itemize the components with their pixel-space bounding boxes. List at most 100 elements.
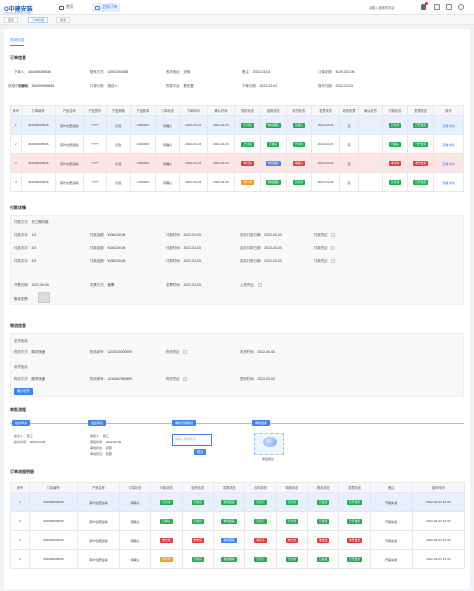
status-badge[interactable]: 物流跟踪 xyxy=(221,518,237,524)
logistics-voucher-checkbox[interactable] xyxy=(182,377,187,382)
table-cell xyxy=(358,134,383,154)
table-cell: 待付款 xyxy=(234,172,261,192)
view-detail-link[interactable]: 查看详情 xyxy=(442,180,455,185)
status-badge[interactable]: 已收货 xyxy=(191,499,204,505)
flow-table-row[interactable]: 3 364006065836 茶叶化肥运输 待确认 未付款 未收货 物流跟踪 未签订 未付款 未发… xyxy=(10,530,465,550)
bell-icon[interactable] xyxy=(421,2,428,10)
pay-voucher[interactable]: 付款凭证 xyxy=(314,258,335,264)
voucher-checkbox[interactable] xyxy=(330,233,335,238)
voucher-checkbox[interactable] xyxy=(330,259,335,264)
status-badge[interactable]: 未开发票 xyxy=(413,160,429,166)
submit-approval-button[interactable]: 提交 xyxy=(194,449,207,455)
status-badge[interactable]: 已付款 xyxy=(292,179,306,185)
status-badge[interactable]: 已确认 xyxy=(267,141,280,147)
confirm-receipt-button[interactable]: 确认收货 xyxy=(14,388,33,395)
status-badge[interactable]: 已开发票 xyxy=(346,518,363,524)
status-badge[interactable]: 已签订 xyxy=(254,518,267,524)
table-row[interactable]: 2 364006065836 茶叶化肥运输???? 红色 1000000 待确认 2022-… xyxy=(10,134,465,154)
status-badge[interactable]: 未付款 xyxy=(285,537,299,543)
status-badge[interactable]: 未付款 xyxy=(241,160,254,166)
status-badge[interactable]: 已开发票 xyxy=(346,556,363,562)
pay-amount: 付款金额: ¥156230.06 xyxy=(90,258,125,263)
order-field-3: 备注: 2022-03-03 xyxy=(242,69,270,74)
status-badge[interactable]: 已付款 xyxy=(388,122,402,128)
pay-installment: 付款次次: 2/3 xyxy=(14,245,36,250)
status-badge[interactable]: 物流跟踪 xyxy=(265,179,281,185)
status-badge[interactable]: 待付款 xyxy=(241,179,254,185)
status-badge[interactable]: 已付款 xyxy=(285,499,299,505)
upload-checkbox[interactable] xyxy=(257,283,262,288)
view-detail-link[interactable]: 查看详情 xyxy=(442,161,455,166)
status-badge[interactable]: 已确认 xyxy=(388,141,402,147)
status-badge[interactable]: 物流跟踪 xyxy=(221,556,237,562)
flow-table-row[interactable]: 2 364006065836 茶叶化肥运输 待确认 已确认 已收货 物流跟踪 已签订 已付款 已发… xyxy=(10,511,465,531)
status-badge[interactable]: 物流跟踪 xyxy=(221,537,237,543)
fullscreen-icon[interactable] xyxy=(446,4,452,10)
status-badge[interactable]: 已付款 xyxy=(388,179,402,185)
table-cell: 未付款 xyxy=(275,530,309,550)
status-badge[interactable]: 已付款 xyxy=(241,141,254,147)
status-badge[interactable]: 已开发票 xyxy=(413,141,429,147)
table-row[interactable]: 3 364006065836 茶叶化肥运输???? 红色 1000000 待确认 2022-… xyxy=(10,153,465,173)
table-row[interactable]: 4 364006065836 茶叶化肥运输???? 红色 1000000 待确认 2022-… xyxy=(10,172,465,192)
status-badge[interactable]: 已付款 xyxy=(160,499,173,505)
status-badge[interactable]: 物流跟踪 xyxy=(265,122,281,128)
pay-voucher[interactable]: 付款凭证 xyxy=(314,245,335,251)
status-badge[interactable]: 已付款 xyxy=(241,122,254,128)
status-badge[interactable]: 未签订 xyxy=(254,537,267,543)
voucher-checkbox[interactable] xyxy=(330,246,335,251)
status-badge[interactable]: 未确认 xyxy=(292,160,306,166)
tab-home[interactable]: 首页 xyxy=(4,17,19,23)
flow-table-row[interactable]: 4 364006065836 茶叶化肥运输 待确认 待付款 已收货 物流跟踪 已签订 已付款 已发… xyxy=(10,549,465,569)
status-badge[interactable]: 已收货 xyxy=(191,518,204,524)
logistics-voucher[interactable]: 物流凭证 xyxy=(166,376,187,382)
status-badge[interactable]: 已签订 xyxy=(254,556,267,562)
nav-all-orders[interactable]: 全部订单 xyxy=(92,3,121,12)
status-badge[interactable]: 待付款 xyxy=(160,556,173,562)
table-row[interactable]: 1 364006065836 茶叶化肥运输???? 红色 1000000 待确认 2022-… xyxy=(10,115,465,135)
invoice-thumbnail[interactable] xyxy=(38,292,50,303)
flow-approve-field-value: 2022-06-06 xyxy=(105,440,122,444)
status-badge[interactable]: 已确认 xyxy=(292,122,306,128)
flow-table-row[interactable]: 1 364006065836 茶叶化肥运输 待确认 已付款 已收货 物流跟踪 已签订 已付款 已发… xyxy=(10,492,465,512)
tab-order-manage[interactable]: 订单管理 xyxy=(28,17,49,23)
pay-voucher[interactable]: 付款凭证 xyxy=(314,232,335,238)
status-badge[interactable]: 已开发票 xyxy=(346,499,363,505)
approval-comment-input[interactable]: 请输入审批意见 xyxy=(172,434,212,446)
status-badge[interactable]: 已发货 xyxy=(317,518,330,524)
status-badge[interactable]: 物流跟踪 xyxy=(265,160,281,166)
tab-logistics-info[interactable]: 物流信息 xyxy=(10,38,25,46)
logistics-method-label: 物流方式: xyxy=(14,350,29,354)
nav-home[interactable]: 首页 xyxy=(56,3,77,12)
grid-icon[interactable] xyxy=(434,4,440,10)
upload-voucher[interactable]: 上传凭证: xyxy=(240,282,262,288)
tab-logistics[interactable]: 物流 xyxy=(56,17,71,23)
avatar[interactable] xyxy=(458,4,464,10)
search-hint[interactable]: 请输入搜索的内容 xyxy=(369,6,395,10)
view-detail-link[interactable]: 查看详情 xyxy=(442,123,455,128)
status-badge[interactable]: 已发货 xyxy=(317,499,330,505)
logo[interactable]: O中建安装 CHINA CONSTRUCTION xyxy=(4,4,33,15)
status-badge[interactable]: 已签订 xyxy=(254,499,267,505)
status-badge[interactable]: 已开发票 xyxy=(413,179,429,185)
logistics-voucher-checkbox[interactable] xyxy=(182,350,187,355)
status-badge[interactable]: 物流跟踪 xyxy=(221,499,237,505)
logistics-voucher[interactable]: 物流凭证 xyxy=(166,349,187,355)
status-badge[interactable]: 未付款 xyxy=(160,537,173,543)
status-badge[interactable]: 已发货 xyxy=(317,556,330,562)
status-badge[interactable]: 已开发票 xyxy=(413,122,429,128)
status-badge[interactable]: 已确认 xyxy=(160,518,173,524)
flow-approve-field: 审批意见: 同意 xyxy=(90,452,112,456)
status-badge[interactable]: 未收货 xyxy=(191,537,204,543)
pay-installment-label: 付款次次: xyxy=(14,233,29,237)
view-detail-link[interactable]: 查看详情 xyxy=(442,142,455,147)
status-badge[interactable]: 已收货 xyxy=(191,556,204,562)
status-badge[interactable]: 已付款 xyxy=(285,518,299,524)
status-badge[interactable]: 未发货 xyxy=(317,537,330,543)
status-badge[interactable]: 未开发票 xyxy=(346,537,363,543)
status-badge[interactable]: 已付款 xyxy=(292,141,306,147)
table-cell: 2 xyxy=(10,511,30,531)
invoice-image-label: 备案发票: xyxy=(14,297,29,301)
status-badge[interactable]: 已付款 xyxy=(285,556,299,562)
status-badge[interactable]: 未付款 xyxy=(388,160,402,166)
